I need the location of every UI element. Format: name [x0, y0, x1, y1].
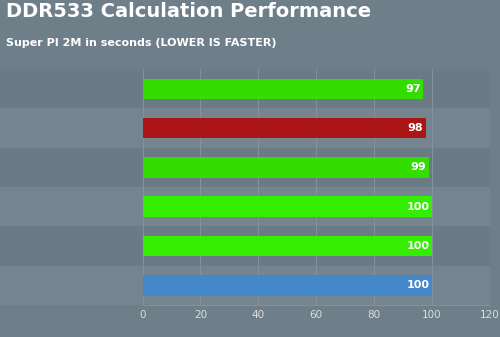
Bar [0, 69, 142, 109]
Bar [0, 266, 142, 305]
Bar [142, 69, 490, 109]
Bar [142, 157, 429, 178]
Text: 100: 100 [406, 241, 429, 251]
Text: 100: 100 [406, 202, 429, 212]
Text: Super PI 2M in seconds (LOWER IS FASTER): Super PI 2M in seconds (LOWER IS FASTER) [6, 38, 277, 48]
Bar [142, 187, 490, 226]
Bar [142, 148, 490, 187]
Bar [142, 118, 427, 138]
Bar [142, 79, 424, 99]
Text: 97: 97 [405, 84, 420, 94]
Bar [142, 266, 490, 305]
Text: 99: 99 [410, 162, 426, 173]
Bar [0, 187, 142, 226]
Text: 98: 98 [408, 123, 424, 133]
Text: 100: 100 [406, 280, 429, 290]
Bar [0, 148, 142, 187]
Bar [142, 109, 490, 148]
Bar [142, 236, 432, 256]
Bar [0, 109, 142, 148]
Text: DDR533 Calculation Performance: DDR533 Calculation Performance [6, 2, 372, 21]
Bar [142, 275, 432, 296]
Bar [142, 196, 432, 217]
Bar [142, 226, 490, 266]
Bar [0, 226, 142, 266]
